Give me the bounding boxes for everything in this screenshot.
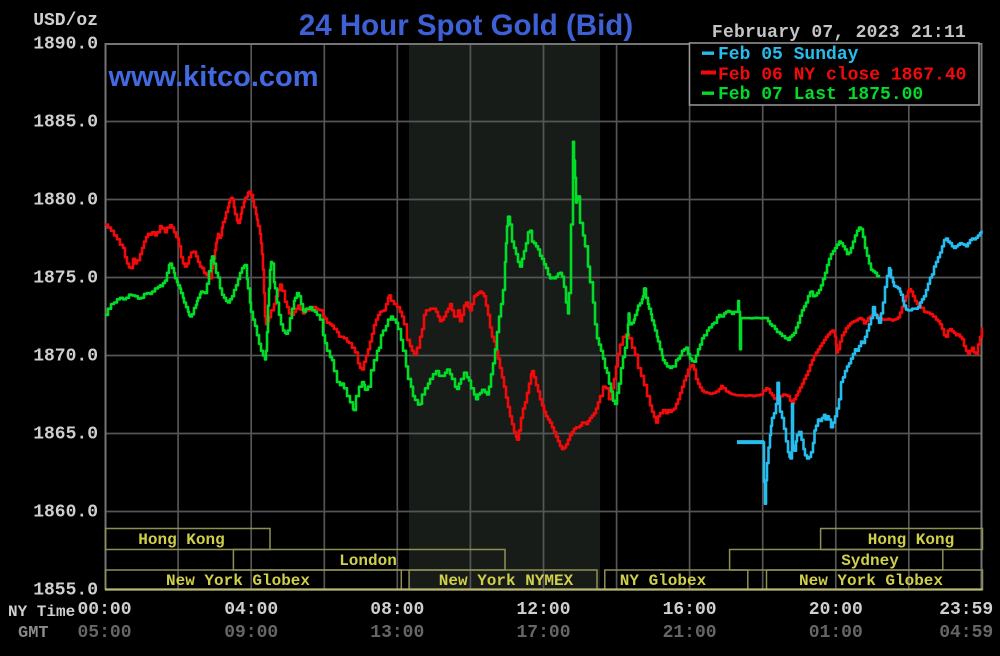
svg-text:GMT: GMT: [18, 624, 49, 643]
svg-text:NY Time: NY Time: [8, 603, 75, 621]
svg-text:08:00: 08:00: [370, 600, 424, 620]
svg-text:01:00: 01:00: [809, 623, 863, 643]
svg-text:New York Globex: New York Globex: [799, 572, 943, 590]
svg-text:17:00: 17:00: [516, 623, 570, 643]
svg-text:1860.0: 1860.0: [33, 503, 98, 523]
svg-text:04:00: 04:00: [224, 600, 278, 620]
svg-text:www.kitco.com: www.kitco.com: [107, 61, 318, 93]
svg-text:London: London: [339, 552, 397, 570]
svg-text:1875.0: 1875.0: [33, 269, 98, 289]
svg-text:USD/oz: USD/oz: [33, 11, 98, 31]
svg-text:05:00: 05:00: [77, 623, 131, 643]
svg-text:13:00: 13:00: [370, 623, 424, 643]
svg-text:1855.0: 1855.0: [33, 581, 98, 601]
svg-text:February 07, 2023 21:11: February 07, 2023 21:11: [712, 23, 966, 43]
svg-text:Hong Kong: Hong Kong: [868, 531, 954, 549]
svg-text:Feb 07 Last 1875.00: Feb 07 Last 1875.00: [718, 85, 923, 105]
svg-text:1870.0: 1870.0: [33, 347, 98, 367]
svg-text:Sydney: Sydney: [841, 552, 899, 570]
svg-text:NY Globex: NY Globex: [620, 572, 707, 590]
svg-text:20:00: 20:00: [809, 600, 863, 620]
svg-text:1885.0: 1885.0: [33, 113, 98, 133]
svg-text:12:00: 12:00: [516, 600, 570, 620]
svg-text:21:00: 21:00: [663, 623, 717, 643]
svg-text:Feb 06 NY close 1867.40: Feb 06 NY close 1867.40: [718, 66, 966, 86]
svg-text:1890.0: 1890.0: [33, 35, 98, 55]
svg-text:1880.0: 1880.0: [33, 191, 98, 211]
svg-text:24 Hour Spot Gold (Bid): 24 Hour Spot Gold (Bid): [299, 9, 633, 42]
svg-text:09:00: 09:00: [224, 623, 278, 643]
svg-text:00:00: 00:00: [77, 600, 131, 620]
svg-text:23:59: 23:59: [939, 600, 993, 620]
svg-text:1865.0: 1865.0: [33, 425, 98, 445]
svg-text:New York NYMEX: New York NYMEX: [439, 572, 574, 590]
svg-text:New York Globex: New York Globex: [166, 572, 310, 590]
svg-text:Feb 05 Sunday: Feb 05 Sunday: [718, 45, 859, 65]
svg-text:16:00: 16:00: [663, 600, 717, 620]
svg-text:Hong Kong: Hong Kong: [138, 531, 224, 549]
svg-text:04:59: 04:59: [939, 623, 993, 643]
